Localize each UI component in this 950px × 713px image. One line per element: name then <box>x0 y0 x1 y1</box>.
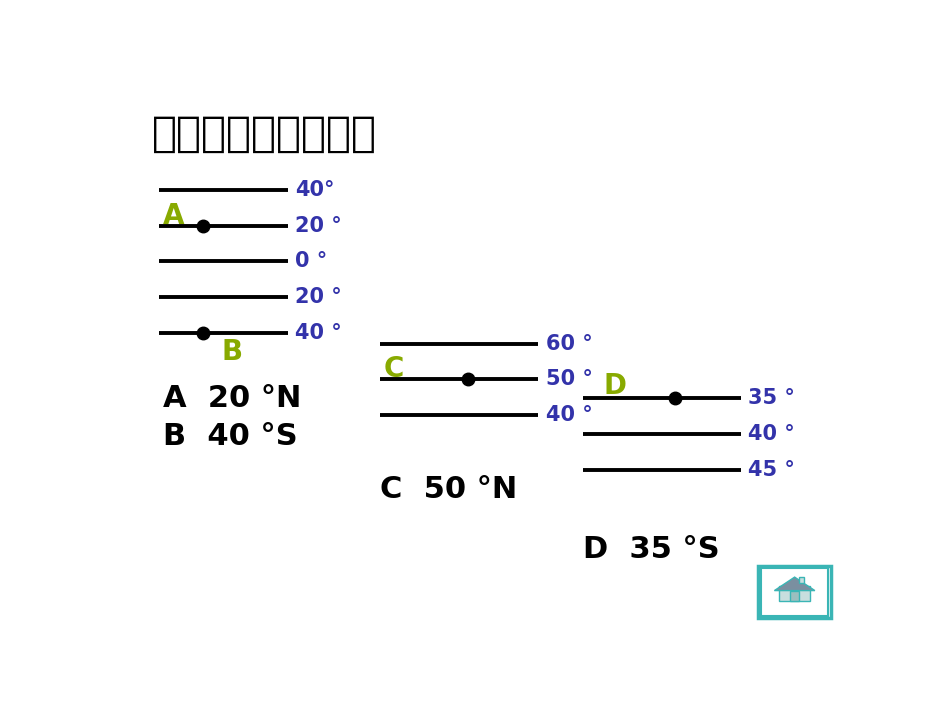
Text: 20 °: 20 ° <box>295 287 342 307</box>
Text: 40 °: 40 ° <box>749 424 795 444</box>
Text: 35 °: 35 ° <box>749 389 795 409</box>
Bar <box>800 577 805 583</box>
Polygon shape <box>774 577 815 590</box>
Text: 40 °: 40 ° <box>545 405 593 425</box>
Text: B  40 °S: B 40 °S <box>163 422 297 451</box>
Text: C: C <box>384 355 404 384</box>
Text: 50 °: 50 ° <box>545 369 593 389</box>
Text: D  35 °S: D 35 °S <box>582 535 719 564</box>
Text: D: D <box>603 372 626 401</box>
Text: C  50 °N: C 50 °N <box>380 475 518 503</box>
Text: 复习：读出以下纬度: 复习：读出以下纬度 <box>152 113 377 155</box>
Text: A  20 °N: A 20 °N <box>163 384 301 413</box>
Text: 40°: 40° <box>295 180 335 200</box>
Bar <box>758 566 831 618</box>
Text: B: B <box>221 338 243 366</box>
Text: 45 °: 45 ° <box>749 460 795 480</box>
Bar <box>761 568 828 616</box>
Text: A: A <box>163 202 184 230</box>
Text: 20 °: 20 ° <box>295 215 342 235</box>
Text: 40 °: 40 ° <box>295 322 342 343</box>
Text: 0 °: 0 ° <box>295 251 328 271</box>
Bar <box>779 586 810 600</box>
Text: 60 °: 60 ° <box>545 334 593 354</box>
Bar <box>789 592 800 600</box>
